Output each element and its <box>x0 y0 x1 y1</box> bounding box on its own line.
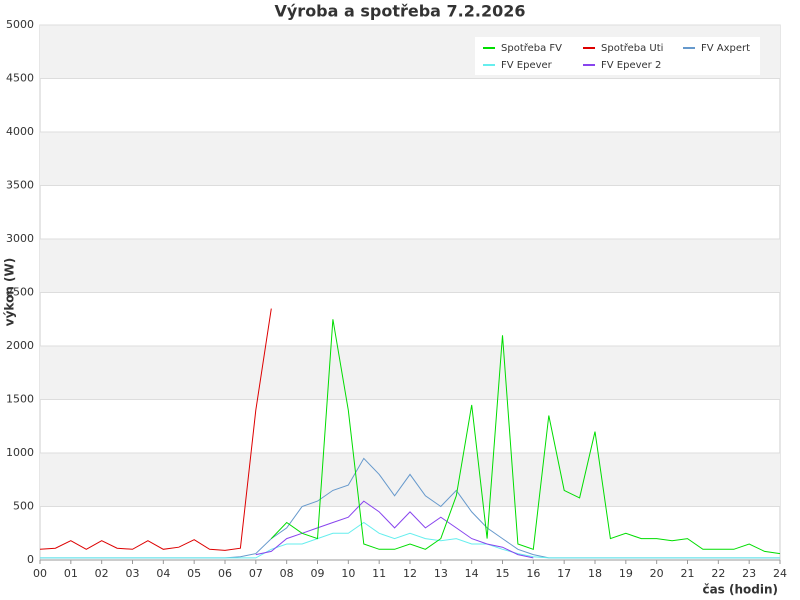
x-tick-label: 13 <box>434 567 448 580</box>
y-tick-label: 1500 <box>6 393 34 406</box>
x-tick-label: 17 <box>557 567 571 580</box>
legend-box <box>475 37 760 75</box>
y-tick-label: 2000 <box>6 339 34 352</box>
x-tick-label: 01 <box>64 567 78 580</box>
grid-band <box>40 453 780 507</box>
y-tick-label: 2500 <box>6 286 34 299</box>
grid-band <box>40 346 780 400</box>
x-tick-label: 20 <box>650 567 664 580</box>
x-tick-label: 09 <box>311 567 325 580</box>
grid-band <box>40 132 780 186</box>
x-tick-label: 11 <box>372 567 386 580</box>
y-tick-label: 5000 <box>6 18 34 31</box>
x-tick-label: 06 <box>218 567 232 580</box>
x-tick-label: 07 <box>249 567 263 580</box>
x-tick-label: 05 <box>187 567 201 580</box>
chart-title: Výroba a spotřeba 7.2.2026 <box>274 2 525 21</box>
x-tick-label: 21 <box>681 567 695 580</box>
x-tick-label: 02 <box>95 567 109 580</box>
x-tick-label: 15 <box>496 567 510 580</box>
x-tick-label: 18 <box>588 567 602 580</box>
x-tick-label: 04 <box>156 567 170 580</box>
legend-label: FV Epever 2 <box>601 60 661 71</box>
x-tick-label: 08 <box>280 567 294 580</box>
x-tick-label: 19 <box>619 567 633 580</box>
legend-label: Spotřeba FV <box>501 42 562 54</box>
y-tick-label: 3500 <box>6 179 34 192</box>
x-tick-label: 10 <box>341 567 355 580</box>
grid-band <box>40 239 780 293</box>
x-tick-label: 23 <box>742 567 756 580</box>
x-tick-label: 12 <box>403 567 417 580</box>
legend-label: FV Epever <box>501 60 553 71</box>
x-tick-label: 16 <box>526 567 540 580</box>
y-axis-label: výkon (W) <box>3 258 17 326</box>
x-tick-label: 24 <box>773 567 787 580</box>
series-line <box>270 319 781 555</box>
series-line <box>39 308 272 551</box>
y-tick-label: 0 <box>27 553 34 566</box>
series-line <box>40 521 780 559</box>
grid <box>39 24 781 561</box>
x-tick-label: 03 <box>126 567 140 580</box>
y-tick-label: 4500 <box>6 72 34 85</box>
x-tick-label: 22 <box>711 567 725 580</box>
y-tick-label: 1000 <box>6 446 34 459</box>
y-tick-label: 3000 <box>6 232 34 245</box>
x-tick-label: 00 <box>33 567 47 580</box>
legend-label: FV Axpert <box>701 43 750 54</box>
y-tick-label: 4000 <box>6 125 34 138</box>
x-axis-label: čas (hodin) <box>702 583 778 597</box>
y-tick-label: 500 <box>13 500 34 513</box>
x-tick-label: 14 <box>465 567 479 580</box>
legend-label: Spotřeba Uti <box>601 42 663 54</box>
